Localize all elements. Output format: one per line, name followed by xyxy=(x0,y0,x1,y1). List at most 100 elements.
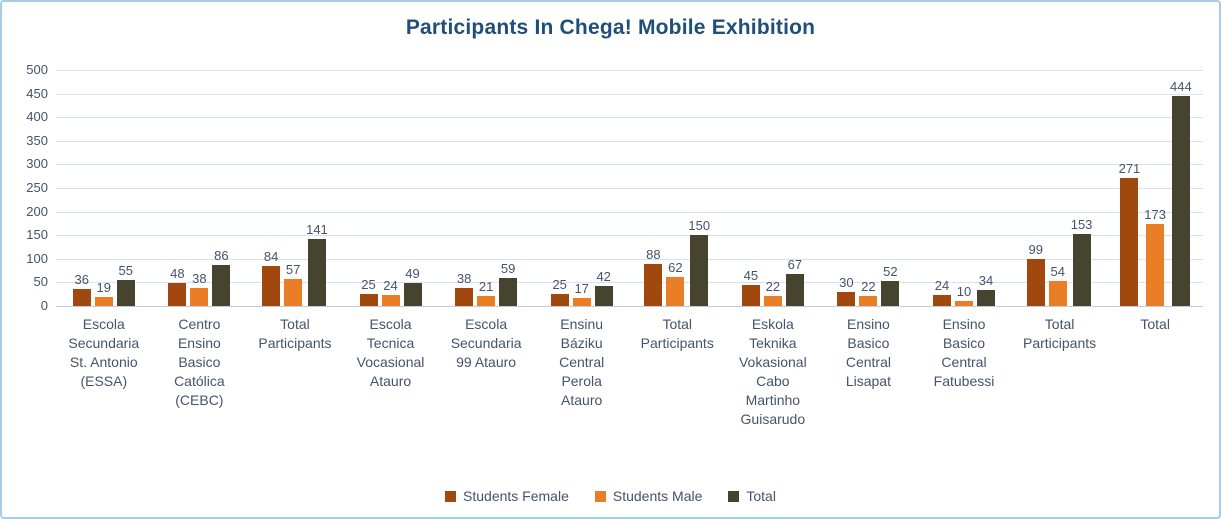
gridline xyxy=(56,70,1203,71)
data-label: 141 xyxy=(306,222,328,238)
chart-title: Participants In Chega! Mobile Exhibition xyxy=(405,16,816,39)
bar-group: 84 57 141 xyxy=(247,70,343,306)
bar-with-label: 36 xyxy=(72,272,91,306)
data-label: 54 xyxy=(1050,263,1065,279)
bar-students-female xyxy=(455,288,474,306)
y-tick-label: 400 xyxy=(26,109,48,125)
bar-group: 38 21 59 xyxy=(438,70,534,306)
data-label: 21 xyxy=(478,279,494,295)
bar-total xyxy=(499,278,518,306)
x-axis-category-label: Escola Tecnica Vocasional Atauro xyxy=(356,316,425,389)
bar-students-male xyxy=(1048,280,1067,306)
bar-students-male xyxy=(572,297,591,306)
bar-total xyxy=(785,274,804,306)
y-tick-label: 500 xyxy=(26,62,48,77)
y-tick-label: 200 xyxy=(26,203,48,219)
bar-students-female xyxy=(262,266,281,306)
legend-swatch xyxy=(728,490,740,502)
data-label: 62 xyxy=(668,259,683,275)
bar-total xyxy=(1171,96,1190,306)
chart-body: 0 50 100 150 200 250 300 350 400 450 500 36 19 55 48 3… xyxy=(2,40,1219,429)
bar-total xyxy=(403,282,422,306)
bar-with-label: 173 xyxy=(1144,207,1166,306)
plot-area: 36 19 55 48 38 86 84 57 141 25 24 49 38 21 59 25 17 42 88 6… xyxy=(56,70,1203,307)
legend-label: Students Female xyxy=(463,488,569,504)
data-label: 22 xyxy=(861,278,876,294)
bar-with-label: 48 xyxy=(168,266,187,306)
bar-total xyxy=(1072,233,1091,306)
bar-total xyxy=(594,286,613,306)
data-label: 271 xyxy=(1118,161,1141,177)
bar-students-male xyxy=(859,295,878,306)
gridline xyxy=(56,188,1203,189)
bar-students-male xyxy=(1146,224,1165,306)
bar-students-female xyxy=(72,289,91,306)
bar-group: 48 38 86 xyxy=(152,70,248,306)
bar-with-label: 10 xyxy=(954,284,973,306)
bar-with-label: 24 xyxy=(932,278,951,306)
bar-with-label: 42 xyxy=(594,269,613,306)
bar-group: 25 17 42 xyxy=(534,70,630,306)
data-label: 57 xyxy=(285,262,301,278)
bar-total xyxy=(116,280,135,306)
x-axis-category-label: Total Participants xyxy=(258,316,332,351)
bar-with-label: 38 xyxy=(190,271,209,306)
bar-with-label: 67 xyxy=(785,257,804,306)
bar-students-female xyxy=(644,264,663,306)
bar-group: 271 173 444 xyxy=(1107,70,1203,306)
gridline xyxy=(56,140,1203,142)
data-label: 88 xyxy=(646,247,661,263)
bar-total xyxy=(307,239,326,306)
bar-with-label: 17 xyxy=(572,280,591,306)
bar-with-label: 45 xyxy=(741,268,760,306)
y-tick-label: 450 xyxy=(26,85,48,101)
data-label: 17 xyxy=(574,280,589,296)
data-label: 10 xyxy=(956,284,972,300)
bar-groups: 36 19 55 48 38 86 84 57 141 25 24 49 38 21 59 25 17 42 88 6… xyxy=(56,70,1203,306)
bar-students-male xyxy=(284,279,303,306)
bar-students-male xyxy=(666,276,685,306)
data-label: 173 xyxy=(1144,207,1166,223)
data-label: 67 xyxy=(787,257,803,273)
bar-students-male xyxy=(763,295,782,306)
bar-students-male xyxy=(381,294,400,306)
bar-with-label: 88 xyxy=(644,247,663,306)
legend-item: Students Female xyxy=(445,488,569,504)
x-axis-category-label: Escola Secundaria St. Antonio (ESSA) xyxy=(68,316,140,389)
bar-total xyxy=(881,281,900,306)
y-tick-label: 0 xyxy=(40,298,48,313)
x-axis-category-label: Ensino Basico Central Lisapat xyxy=(845,316,891,389)
data-label: 153 xyxy=(1070,216,1093,232)
bar-with-label: 21 xyxy=(477,279,496,306)
data-label: 19 xyxy=(96,280,112,296)
data-label: 52 xyxy=(883,264,898,280)
data-label: 38 xyxy=(192,271,207,287)
plot-column: 36 19 55 48 38 86 84 57 141 25 24 49 38 21 59 25 17 42 88 6… xyxy=(56,70,1203,429)
legend: Students Female Students Male Total xyxy=(2,488,1219,504)
y-tick-label: 300 xyxy=(26,156,48,172)
data-label: 22 xyxy=(765,278,781,294)
bar-with-label: 150 xyxy=(688,218,710,306)
gridline xyxy=(56,164,1203,166)
bar-with-label: 22 xyxy=(859,278,878,306)
bar-with-label: 271 xyxy=(1118,161,1141,306)
bar-total xyxy=(976,289,995,306)
bar-group: 45 22 67 xyxy=(725,70,821,306)
y-tick-label: 350 xyxy=(26,132,48,148)
x-axis-category-label: Total Participants xyxy=(640,316,714,351)
bar-with-label: 141 xyxy=(306,222,328,306)
x-axis-category-label: Centro Ensino Basico Católica (CEBC) xyxy=(174,316,225,408)
x-axis-line xyxy=(56,306,1203,307)
bar-group: 30 22 52 xyxy=(821,70,917,306)
y-tick-label: 50 xyxy=(33,274,48,290)
gridline xyxy=(56,282,1203,284)
bar-total xyxy=(690,235,709,306)
data-label: 24 xyxy=(383,277,398,293)
bar-students-female xyxy=(837,291,856,306)
bar-with-label: 49 xyxy=(403,266,422,306)
data-label: 42 xyxy=(596,269,611,285)
bar-students-female xyxy=(1026,259,1045,306)
x-axis-category-label: Ensino Basico Central Fatubessi xyxy=(933,316,995,389)
bar-with-label: 444 xyxy=(1170,79,1192,306)
y-tick-label: 150 xyxy=(26,227,48,243)
